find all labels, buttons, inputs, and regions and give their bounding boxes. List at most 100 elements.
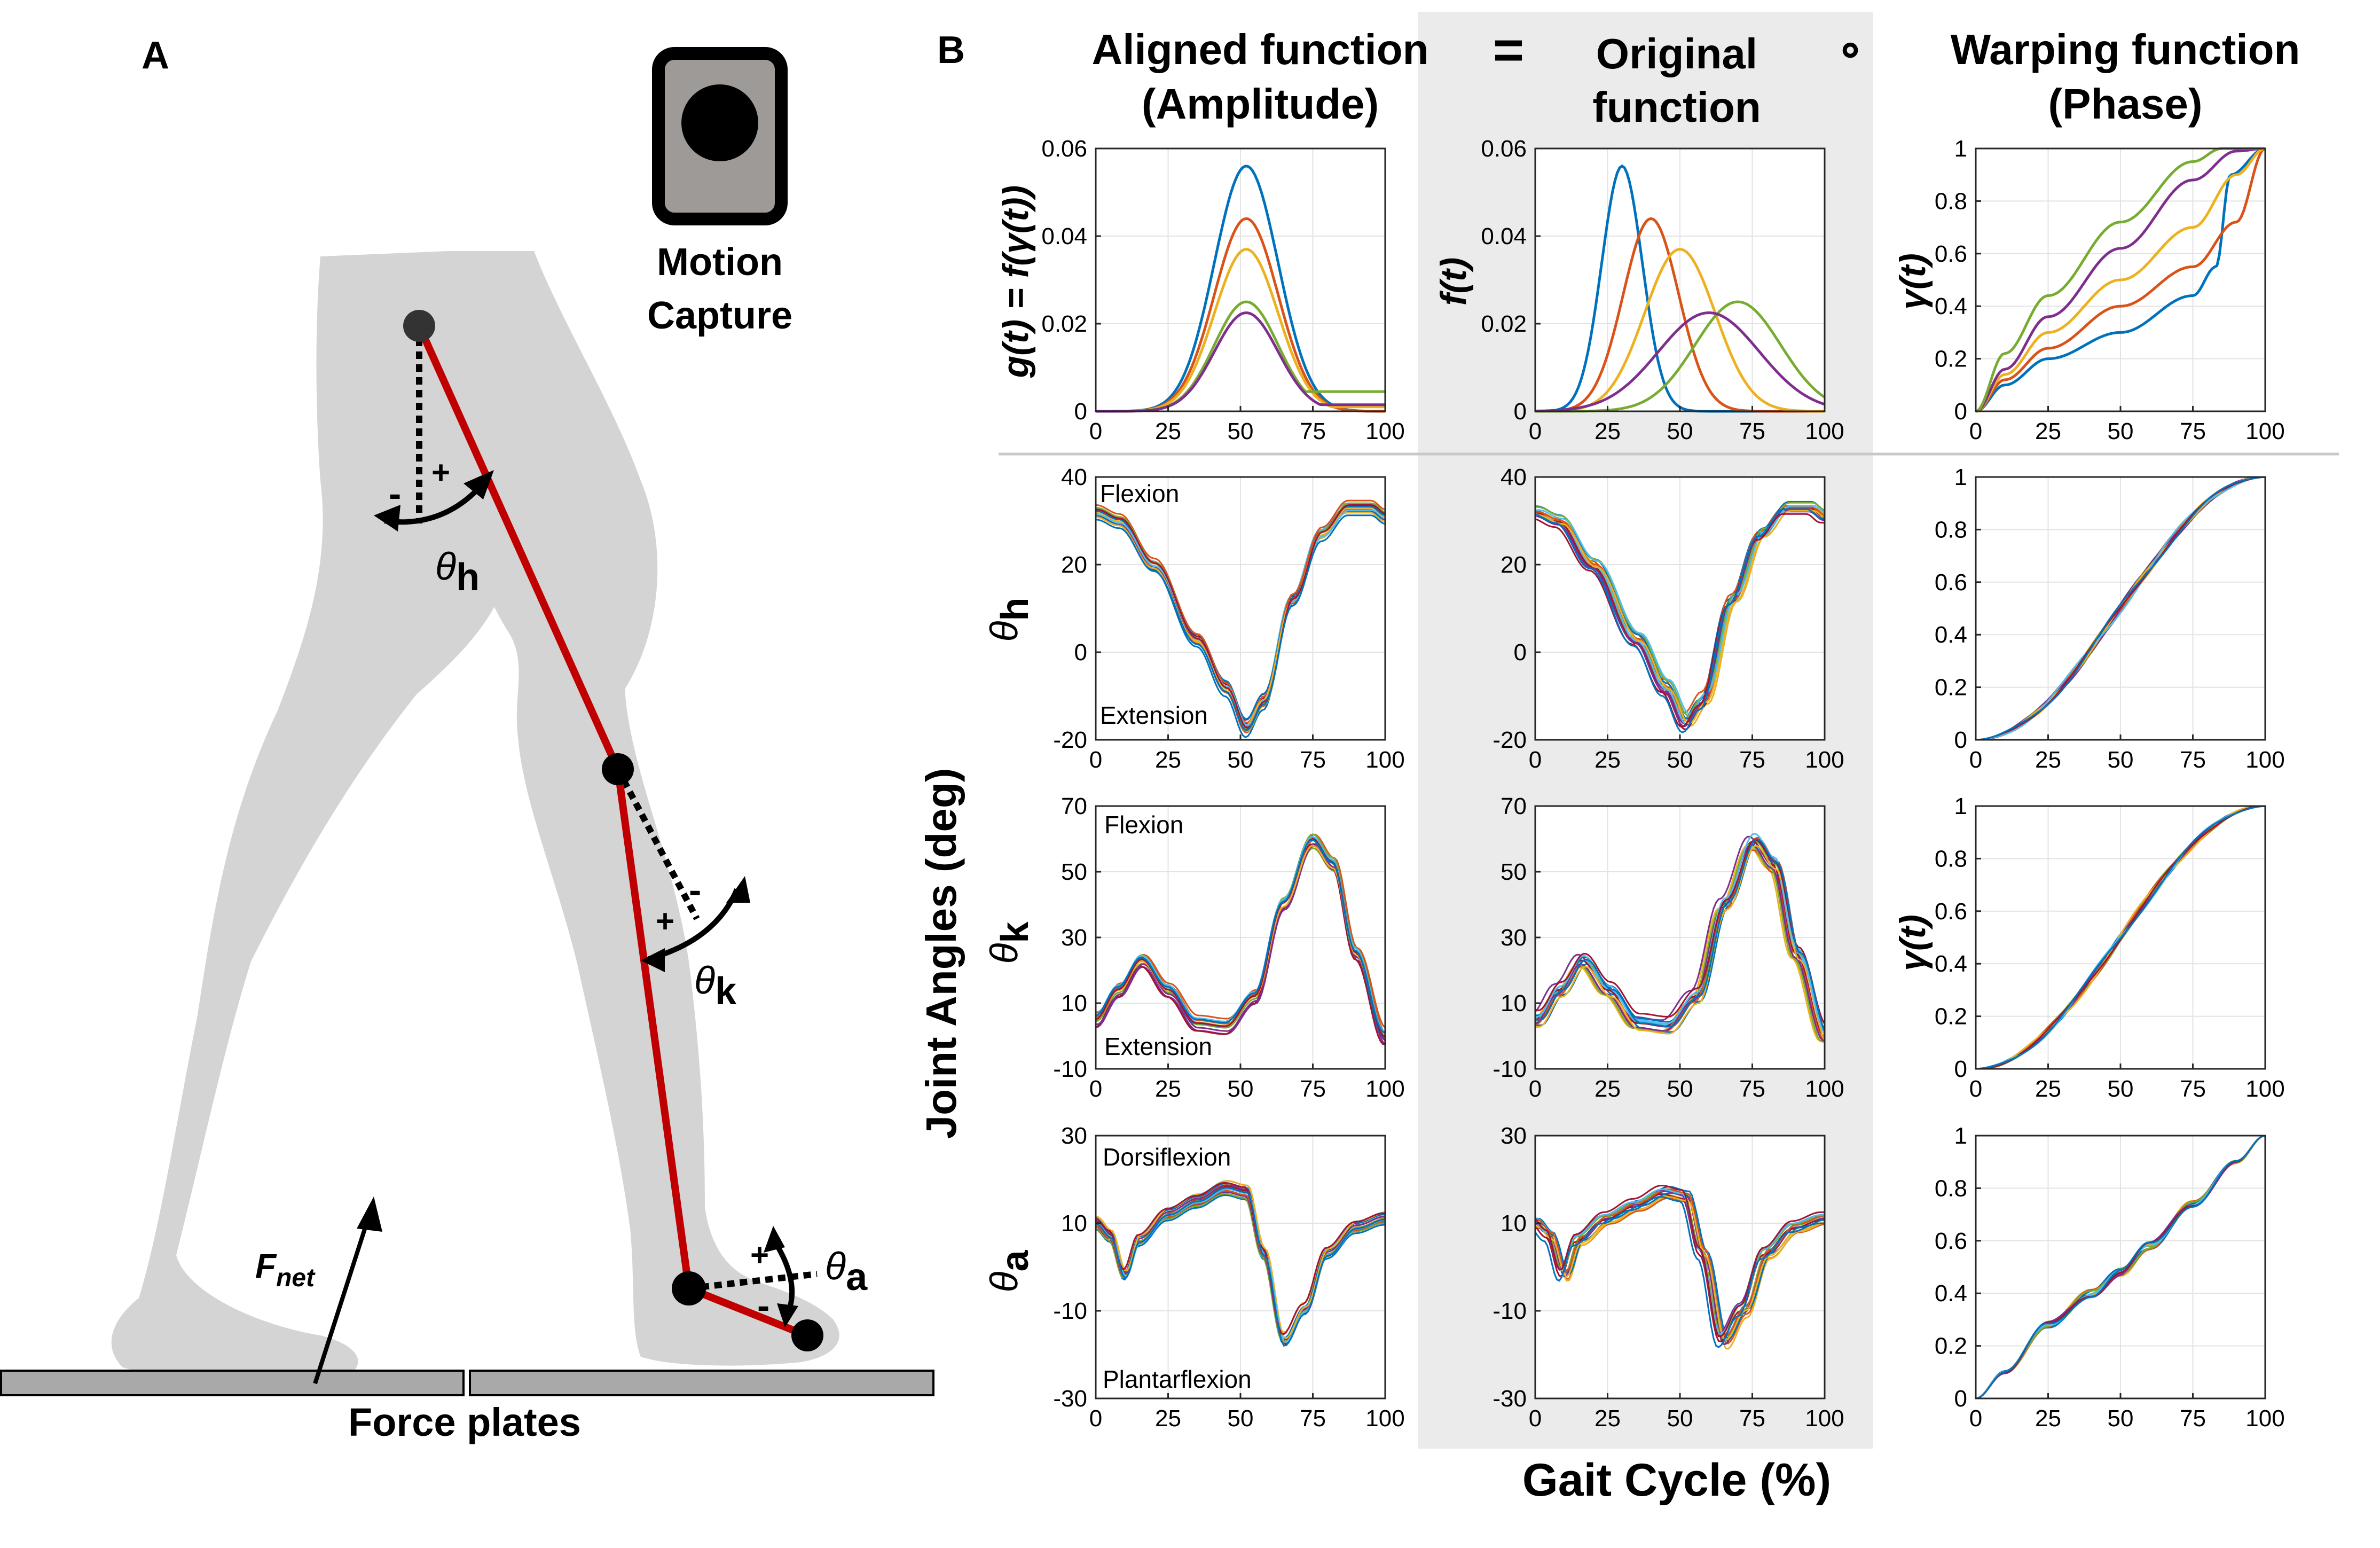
annot-hip-extension: Extension — [1100, 701, 1208, 729]
x-tick-label: 0 — [1529, 418, 1542, 444]
y-tick-label: 0.2 — [1935, 1004, 1967, 1030]
x-tick-label: 25 — [1594, 747, 1621, 773]
panel-a: A Force plates Fnet Motion Capture — [0, 34, 934, 1444]
ankle-arc-arrowhead-up — [764, 1226, 785, 1253]
y-tick-label: 30 — [1501, 1123, 1527, 1149]
y-tick-label: 0.8 — [1935, 188, 1967, 214]
x-tick-label: 100 — [2245, 1405, 2284, 1432]
series-line — [1095, 1187, 1386, 1347]
col2-title-line1: Original — [1596, 30, 1757, 77]
y-tick-label: 10 — [1061, 990, 1087, 1017]
x-tick-label: 75 — [1300, 747, 1326, 773]
series-line — [1535, 510, 1825, 725]
annot-knee-flexion: Flexion — [1104, 811, 1183, 839]
x-tick-label: 100 — [2245, 747, 2284, 773]
series-line — [1095, 514, 1386, 731]
knee-plus: + — [656, 903, 674, 939]
camera-title-line1: Motion — [657, 241, 783, 284]
x-tick-label: 100 — [1805, 1076, 1844, 1102]
series-line — [1095, 1180, 1386, 1340]
x-tick-label: 50 — [1667, 1405, 1693, 1432]
y-tick-label: -10 — [1053, 1298, 1087, 1324]
chart-ankle_warp: 0 25 50 75 100 0 0.2 0.4 0.6 0.8 1 — [1935, 1123, 2285, 1432]
y-tick-label: 0 — [1514, 398, 1527, 425]
x-tick-label: 75 — [1739, 747, 1765, 773]
col3-title-line2: (Phase) — [2048, 80, 2203, 128]
annot-hip-flexion: Flexion — [1100, 480, 1179, 507]
series-line — [1095, 839, 1386, 1034]
y-tick-label: 10 — [1501, 990, 1527, 1017]
y-tick-label: 0.8 — [1935, 517, 1967, 543]
y-tick-label: 0 — [1514, 639, 1527, 666]
annot-ankle-plantarflexion: Plantarflexion — [1103, 1365, 1252, 1393]
knee-angle-label: θk — [694, 959, 737, 1013]
knee-arc-arrowhead-left — [641, 948, 665, 972]
col2-title-line2: function — [1592, 83, 1761, 131]
y-tick-label: 1 — [1954, 136, 1967, 162]
x-tick-label: 0 — [1969, 1405, 1982, 1432]
x-tick-label: 25 — [1594, 1405, 1621, 1432]
force-plates-label: Force plates — [348, 1400, 581, 1444]
y-tick-label: 40 — [1501, 464, 1527, 490]
y-tick-label: 0.06 — [1481, 136, 1527, 162]
x-tick-label: 25 — [1155, 418, 1181, 444]
col1-title-line1: Aligned function — [1091, 26, 1428, 73]
body-silhouette — [111, 251, 839, 1384]
hip-marker — [403, 310, 435, 342]
y-tick-label: 20 — [1501, 552, 1527, 578]
y-tick-label: -20 — [1053, 727, 1087, 753]
y-tick-label: 30 — [1061, 1123, 1087, 1149]
ylabel-g: g(t) = f(γ(t)) — [995, 185, 1036, 379]
series-line — [1534, 1188, 1825, 1335]
gait-cycle-label: Gait Cycle (%) — [1522, 1455, 1831, 1506]
series-line — [1975, 147, 2266, 413]
y-tick-label: 0.04 — [1041, 223, 1087, 249]
force-arrowhead — [357, 1197, 382, 1232]
y-tick-label: 0.6 — [1935, 898, 1967, 925]
y-tick-label: 70 — [1501, 793, 1527, 819]
y-tick-label: 0.4 — [1935, 293, 1967, 319]
y-tick-label: 0.4 — [1935, 622, 1967, 648]
chart-ankle_aligned: 0 25 50 75 100 -30 -10 10 30 — [1053, 1123, 1404, 1432]
series-line — [1535, 513, 1825, 728]
y-tick-label: 0 — [1074, 398, 1087, 425]
x-tick-label: 50 — [2108, 1076, 2134, 1102]
series-line — [1535, 843, 1825, 1042]
ankle-minus: - — [757, 1285, 769, 1326]
x-tick-label: 0 — [1529, 1405, 1542, 1432]
y-tick-label: 0.04 — [1481, 223, 1527, 249]
x-tick-label: 75 — [1739, 1405, 1765, 1432]
series-line — [1975, 147, 2265, 413]
chart-warping_synthetic: 0 25 50 75 100 0 0.2 0.4 0.6 0.8 1 — [1935, 136, 2285, 444]
panel-b: B Aligned function (Amplitude) = Origina… — [917, 20, 2300, 1506]
ankle-arc-arrowhead-down — [777, 1303, 798, 1327]
y-tick-label: 10 — [1501, 1210, 1527, 1237]
y-tick-label: 0 — [1954, 1056, 1967, 1082]
x-tick-label: 25 — [1594, 418, 1621, 444]
y-tick-label: 0.2 — [1935, 346, 1967, 372]
col1-title-line2: (Amplitude) — [1142, 80, 1379, 128]
x-tick-label: 100 — [1365, 1076, 1404, 1102]
x-tick-label: 25 — [2035, 747, 2061, 773]
chart-knee_original: 0 25 50 75 100 -10 10 30 50 70 — [1493, 793, 1844, 1102]
y-tick-label: -30 — [1053, 1386, 1087, 1412]
x-tick-label: 75 — [1739, 418, 1765, 444]
x-tick-label: 75 — [1300, 418, 1326, 444]
series-line — [1095, 509, 1386, 727]
force-plate-right — [469, 1370, 934, 1396]
ankle-angle-label: θa — [825, 1245, 868, 1299]
x-tick-label: 25 — [2035, 1076, 2061, 1102]
series-line — [1535, 845, 1826, 1041]
series-line — [1975, 476, 2266, 741]
series-group — [1975, 1135, 2266, 1400]
y-tick-label: 30 — [1061, 925, 1087, 951]
y-tick-label: 50 — [1061, 859, 1087, 885]
joint-angles-label: Joint Angles (deg) — [917, 768, 965, 1139]
series-line — [1535, 508, 1825, 733]
col3-title-line1: Warping function — [1951, 26, 2300, 73]
camera-title-line2: Capture — [647, 294, 792, 337]
y-tick-label: -30 — [1493, 1386, 1527, 1412]
